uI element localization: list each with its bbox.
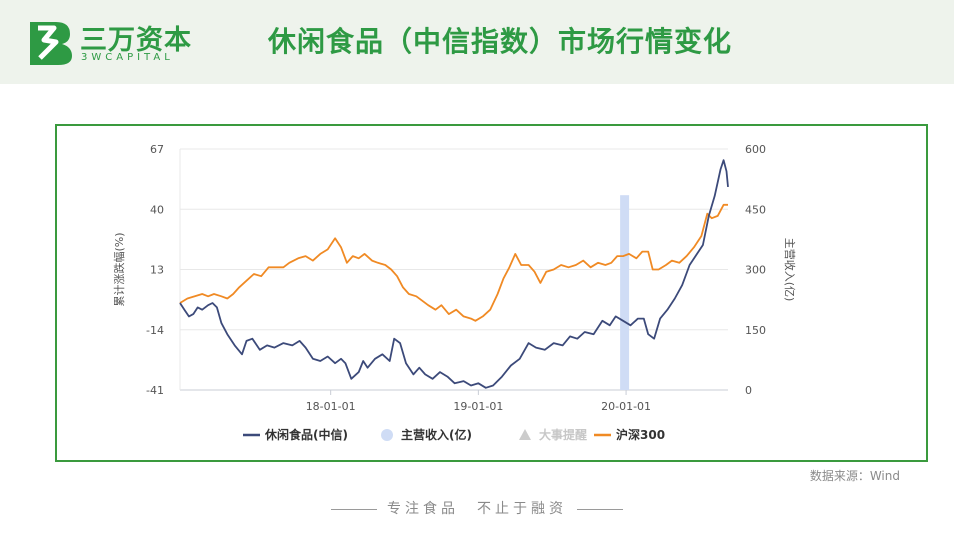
axis-labels: 67 40 13 -14 -41 600 450 300 150 0 18-01-01 19-01-0… — [112, 143, 797, 413]
footer-slogan: 专注食品 不止于融资 — [387, 501, 567, 517]
legend-label: 主营收入(亿) — [401, 427, 472, 442]
chart-canvas: 67 40 13 -14 -41 600 450 300 150 0 18-01-01 19-01-0… — [112, 143, 797, 442]
footer-divider-right — [577, 508, 624, 510]
y-axis-title: 累计涨跌幅(%) — [112, 232, 126, 306]
y2-tick-label: 300 — [745, 264, 766, 277]
y-tick-label: 40 — [150, 203, 164, 216]
revenue-bars — [620, 195, 630, 390]
x-tick-label: 19-01-01 — [453, 400, 503, 413]
x-tick-label: 18-01-01 — [306, 400, 356, 413]
y2-axis-title: 主营收入(亿) — [783, 238, 797, 302]
series-line — [179, 203, 728, 322]
y2-tick-label: 600 — [745, 143, 766, 156]
y2-tick-label: 450 — [745, 203, 766, 216]
y-tick-label: -41 — [146, 384, 164, 397]
header-band: 三万资本 3WCAPITAL 休闲食品（中信指数）市场行情变化 — [0, 0, 954, 84]
y-tick-label: -14 — [146, 324, 164, 337]
legend-label: 大事提醒 — [539, 427, 587, 442]
legend-label: 沪深300 — [616, 427, 665, 442]
source-note: 数据来源：Wind — [809, 469, 900, 483]
y2-tick-label: 150 — [745, 324, 766, 337]
legend-circle-marker — [381, 429, 393, 441]
y-tick-label: 13 — [150, 264, 164, 277]
logo-icon — [30, 22, 72, 65]
brand-name-en: 3WCAPITAL — [81, 52, 174, 63]
chart-grid — [179, 148, 728, 395]
series-line — [179, 159, 729, 389]
footer: 专注食品 不止于融资 — [0, 498, 954, 518]
brand-name-cn: 三万资本 — [80, 25, 192, 56]
page-title: 休闲食品（中信指数）市场行情变化 — [268, 25, 733, 58]
y2-tick-label: 0 — [745, 384, 752, 397]
footer-divider-left — [330, 508, 377, 510]
x-tick-label: 20-01-01 — [601, 400, 651, 413]
series-lines — [179, 159, 729, 389]
revenue-bar — [620, 195, 630, 390]
legend-label: 休闲食品(中信) — [264, 427, 348, 442]
chart-legend: 休闲食品(中信) 主营收入(亿) 大事提醒 沪深300 — [243, 427, 665, 442]
chart-panel: 67 40 13 -14 -41 600 450 300 150 0 18-01-01 19-01-0… — [55, 124, 928, 462]
legend-triangle-marker — [519, 429, 531, 440]
y-tick-label: 67 — [150, 143, 164, 156]
